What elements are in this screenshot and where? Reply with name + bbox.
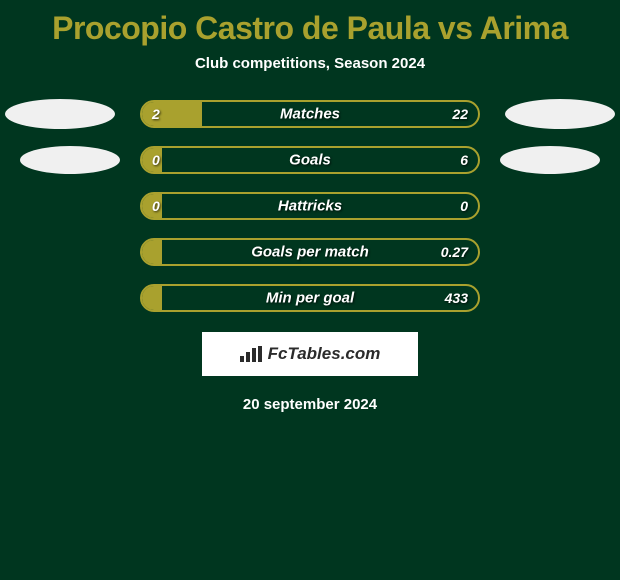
stat-bar: 2 Matches 22 [140, 100, 480, 128]
page-title: Procopio Castro de Paula vs Arima [52, 10, 568, 47]
stat-value-left: 0 [152, 152, 160, 168]
stat-row: 2 Matches 22 [0, 100, 620, 128]
date-text: 20 september 2024 [243, 396, 377, 413]
stat-bar: 0 Goals 6 [140, 146, 480, 174]
stat-row: 0 Goals 6 [0, 146, 620, 174]
player-avatar-right [505, 99, 615, 129]
stat-value-right: 433 [445, 290, 468, 306]
attribution-text: FcTables.com [268, 344, 381, 364]
stat-value-right: 22 [452, 106, 468, 122]
stat-bar: Min per goal 433 [140, 284, 480, 312]
player-avatar-right [500, 146, 600, 174]
stat-bar: 0 Hattricks 0 [140, 192, 480, 220]
subtitle: Club competitions, Season 2024 [195, 55, 425, 72]
stat-label: Goals per match [251, 244, 369, 261]
stat-label: Min per goal [266, 290, 354, 307]
bar-chart-icon [240, 346, 262, 362]
stat-value-right: 0 [460, 198, 468, 214]
stat-value-right: 0.27 [441, 244, 468, 260]
stat-row: 0 Hattricks 0 [0, 192, 620, 220]
bar-fill-left [142, 286, 162, 310]
stat-row: Min per goal 433 [0, 284, 620, 312]
stat-bar: Goals per match 0.27 [140, 238, 480, 266]
attribution-badge: FcTables.com [202, 332, 418, 376]
stat-rows: 2 Matches 22 0 Goals 6 0 Hattricks [0, 100, 620, 312]
comparison-infographic: Procopio Castro de Paula vs Arima Club c… [0, 0, 620, 423]
bar-fill-left [142, 240, 162, 264]
stat-label: Matches [280, 106, 340, 123]
stat-label: Hattricks [278, 198, 342, 215]
stat-row: Goals per match 0.27 [0, 238, 620, 266]
stat-value-right: 6 [460, 152, 468, 168]
stat-value-left: 0 [152, 198, 160, 214]
player-avatar-left [20, 146, 120, 174]
stat-label: Goals [289, 152, 331, 169]
stat-value-left: 2 [152, 106, 160, 122]
player-avatar-left [5, 99, 115, 129]
